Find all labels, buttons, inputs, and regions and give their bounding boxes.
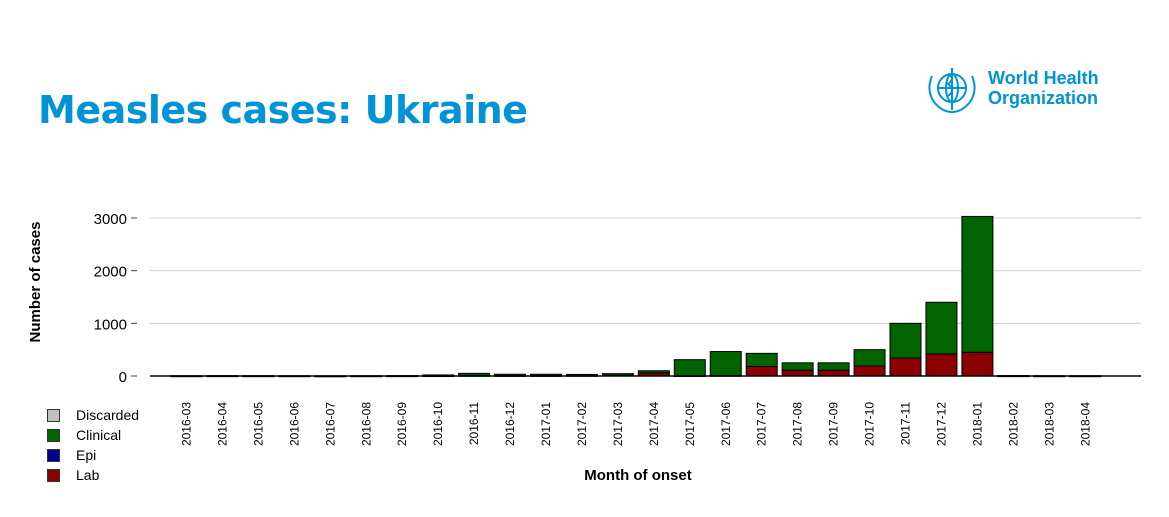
- legend-item-epi: Epi: [47, 445, 139, 465]
- x-axis-label: Month of onset: [584, 467, 691, 484]
- bar-clinical-2017-05: [673, 359, 706, 377]
- x-tick-label: 2017-10: [863, 402, 877, 446]
- x-tick-label: 2017-04: [647, 402, 661, 446]
- bar-lab-2018-01: [961, 351, 994, 377]
- legend-item-discarded: Discarded: [47, 405, 139, 425]
- x-tick-label: 2017-08: [791, 402, 805, 446]
- bar-lab-2017-10: [853, 365, 886, 377]
- y-tick-label: 1000: [94, 316, 127, 333]
- x-tick-label: 2016-10: [431, 402, 445, 446]
- x-tick-label: 2016-08: [359, 402, 373, 446]
- bar-clinical-2016-11: [458, 372, 491, 376]
- x-tick-label: 2018-03: [1042, 402, 1056, 446]
- bar-clinical-2017-09: [817, 362, 850, 371]
- x-tick-label: 2016-12: [503, 402, 517, 446]
- x-tick-label: 2016-09: [395, 402, 409, 446]
- x-tick-label: 2018-04: [1078, 402, 1092, 446]
- x-tick-label: 2017-05: [683, 402, 697, 446]
- x-tick-label: 2018-02: [1006, 402, 1020, 446]
- x-tick-label: 2016-07: [323, 402, 337, 446]
- x-tick-label: 2017-06: [719, 402, 733, 446]
- x-tick-label: 2016-11: [467, 402, 481, 445]
- bar-clinical-2017-11: [889, 322, 922, 359]
- page-title: Measles cases: Ukraine: [38, 88, 528, 132]
- legend-item-lab: Lab: [47, 465, 139, 485]
- bar-clinical-2017-10: [853, 349, 886, 367]
- bar-clinical-2018-01: [961, 215, 994, 353]
- y-axis-label: Number of cases: [27, 222, 44, 343]
- bar-clinical-2017-07: [745, 352, 778, 368]
- x-tick-label: 2017-02: [575, 402, 589, 446]
- x-tick-label: 2016-03: [180, 402, 194, 446]
- bar-lab-2017-12: [925, 353, 958, 377]
- legend-swatch: [47, 468, 60, 482]
- bar-lab-2017-09: [817, 369, 850, 377]
- y-tick-label: 3000: [94, 211, 127, 228]
- legend-swatch: [47, 408, 60, 422]
- logo-line-1: World Health: [988, 68, 1099, 88]
- bar-clinical-2017-12: [925, 301, 958, 355]
- bar-clinical-2017-03: [601, 373, 634, 376]
- bar-clinical-2017-04: [637, 370, 670, 374]
- bar-lab-2017-07: [745, 366, 778, 377]
- legend-item-clinical: Clinical: [47, 425, 139, 445]
- legend-label: Clinical: [76, 427, 122, 443]
- legend-label: Epi: [76, 447, 97, 463]
- legend-label: Lab: [76, 467, 100, 483]
- x-tick-label: 2017-12: [934, 402, 948, 446]
- y-tick-label: 2000: [94, 264, 127, 281]
- x-tick-label: 2017-07: [755, 402, 769, 446]
- x-tick-label: 2017-01: [539, 402, 553, 446]
- x-tick-label: 2016-06: [287, 402, 301, 446]
- x-tick-label: 2017-09: [827, 402, 841, 446]
- legend-swatch: [47, 448, 60, 462]
- x-tick-label: 2018-01: [970, 402, 984, 446]
- bar-clinical-2017-08: [781, 362, 814, 371]
- x-tick-label: 2017-11: [899, 402, 913, 445]
- chart-legend: Discarded Clinical Epi Lab: [47, 405, 139, 485]
- bar-lab-2017-11: [889, 357, 922, 377]
- x-tick-label: 2017-03: [611, 402, 625, 446]
- legend-label: Discarded: [76, 407, 140, 423]
- x-tick-label: 2016-04: [215, 402, 229, 446]
- x-tick-label: 2016-05: [251, 402, 265, 446]
- who-emblem-icon: [928, 68, 976, 114]
- bar-lab-2017-08: [781, 369, 814, 377]
- legend-swatch: [47, 428, 60, 442]
- who-logo: World Health Organization: [922, 62, 1102, 118]
- bar-clinical-2017-06: [709, 351, 742, 376]
- y-tick-label: 0: [119, 369, 127, 386]
- logo-line-2: Organization: [988, 88, 1099, 108]
